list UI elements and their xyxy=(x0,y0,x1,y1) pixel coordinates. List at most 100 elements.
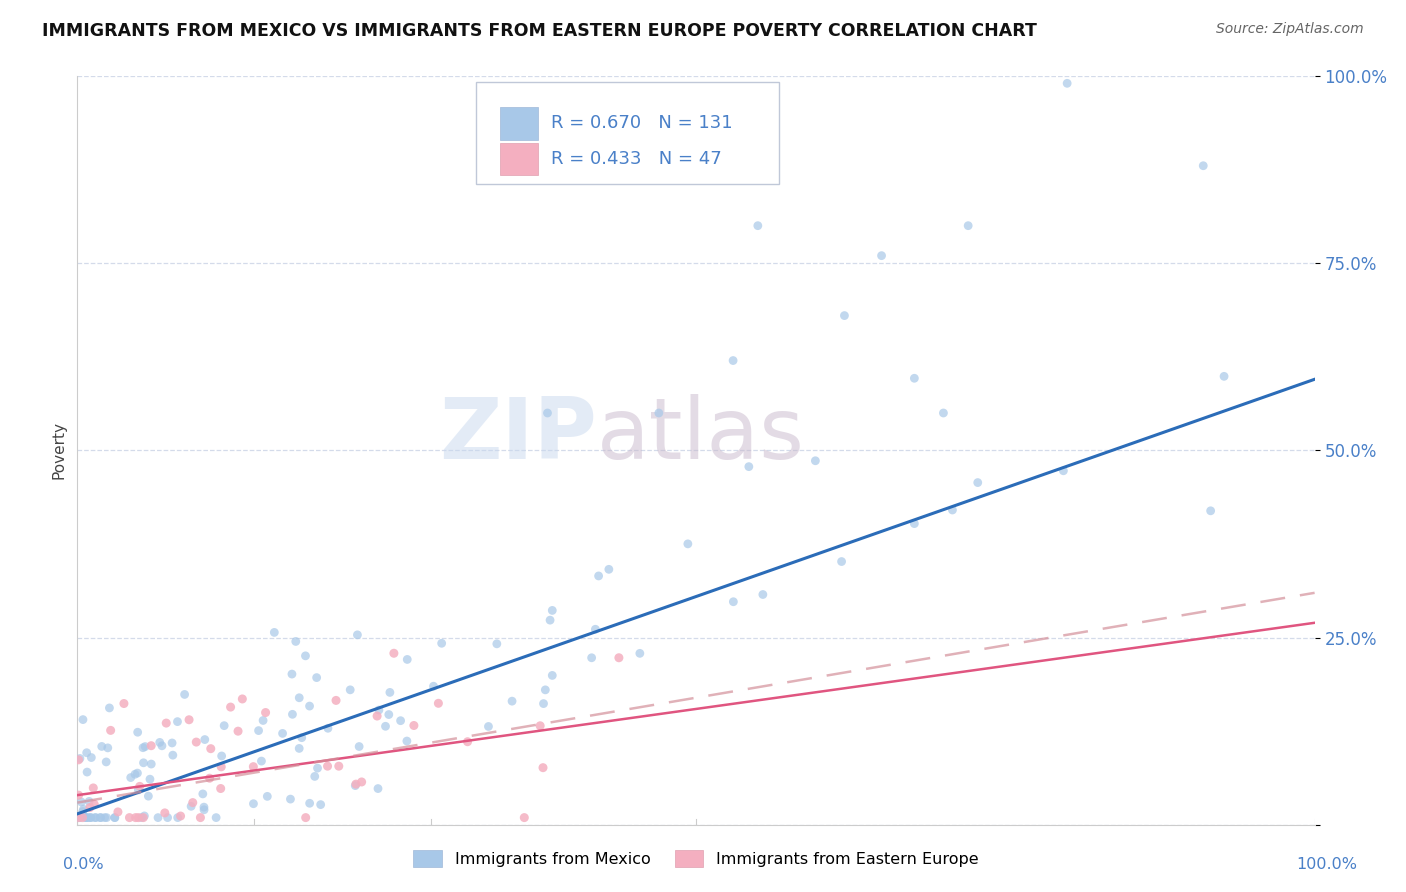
Point xyxy=(169,809,191,823)
Point xyxy=(181,796,204,810)
Point xyxy=(350,775,373,789)
Point xyxy=(177,713,200,727)
Point xyxy=(153,805,176,820)
Point xyxy=(120,771,142,785)
Point xyxy=(242,759,264,773)
Point xyxy=(294,811,316,825)
Point xyxy=(396,652,419,666)
Point xyxy=(156,811,179,825)
Point xyxy=(309,797,332,812)
Point xyxy=(84,811,107,825)
FancyBboxPatch shape xyxy=(501,106,537,139)
Point xyxy=(77,811,100,825)
Point xyxy=(194,732,217,747)
Point xyxy=(378,707,401,722)
Point xyxy=(291,731,314,745)
Point xyxy=(513,811,536,825)
Point xyxy=(402,718,425,732)
Point xyxy=(541,603,564,617)
Point xyxy=(70,795,93,809)
Legend: Immigrants from Mexico, Immigrants from Eastern Europe: Immigrants from Mexico, Immigrants from … xyxy=(406,843,986,873)
Point xyxy=(67,753,90,767)
Point xyxy=(378,685,401,699)
Point xyxy=(127,783,149,797)
Point xyxy=(307,761,329,775)
Point xyxy=(166,811,188,825)
Point xyxy=(738,459,761,474)
Point xyxy=(75,811,97,825)
Point xyxy=(280,792,302,806)
Point xyxy=(72,805,94,819)
Point xyxy=(430,636,453,650)
Point xyxy=(374,719,396,733)
Point xyxy=(97,740,120,755)
Text: R = 0.433   N = 47: R = 0.433 N = 47 xyxy=(551,150,721,168)
Point xyxy=(127,811,149,825)
Point xyxy=(648,406,671,420)
Text: Source: ZipAtlas.com: Source: ZipAtlas.com xyxy=(1216,22,1364,37)
Point xyxy=(344,779,367,793)
Point xyxy=(173,688,195,702)
Point xyxy=(112,697,135,711)
Point xyxy=(198,771,221,785)
Point xyxy=(212,719,235,733)
Point xyxy=(1199,504,1222,518)
Point xyxy=(193,803,215,817)
Point xyxy=(284,634,307,648)
Point xyxy=(100,723,122,738)
Point xyxy=(190,811,212,825)
Point xyxy=(347,739,370,754)
Point xyxy=(1056,76,1078,90)
Text: IMMIGRANTS FROM MEXICO VS IMMIGRANTS FROM EASTERN EUROPE POVERTY CORRELATION CHA: IMMIGRANTS FROM MEXICO VS IMMIGRANTS FRO… xyxy=(42,22,1038,40)
Point xyxy=(69,751,91,765)
Point xyxy=(747,219,769,233)
Text: ZIP: ZIP xyxy=(439,394,598,477)
Point xyxy=(141,739,163,753)
Point xyxy=(69,811,91,825)
Point xyxy=(541,668,564,682)
Point xyxy=(903,371,925,385)
Point xyxy=(76,811,98,825)
Point xyxy=(298,797,321,811)
Point xyxy=(77,794,100,808)
Point xyxy=(180,799,202,814)
Point xyxy=(162,748,184,763)
Point xyxy=(316,759,339,773)
Point xyxy=(89,811,111,825)
Point xyxy=(79,800,101,814)
Point xyxy=(598,562,620,576)
Point xyxy=(96,811,118,825)
Point xyxy=(389,714,412,728)
Point xyxy=(957,219,980,233)
Point xyxy=(831,555,853,569)
Point xyxy=(607,650,630,665)
Point xyxy=(271,726,294,740)
Point xyxy=(1052,464,1074,478)
Point xyxy=(628,646,651,660)
Point xyxy=(263,625,285,640)
Point xyxy=(141,757,163,772)
Point xyxy=(501,694,523,708)
Point xyxy=(531,761,554,775)
Point xyxy=(231,692,253,706)
Point xyxy=(804,454,827,468)
Point xyxy=(316,721,339,735)
Point xyxy=(67,811,90,825)
Point xyxy=(966,475,988,490)
Point xyxy=(427,696,450,710)
Point xyxy=(903,516,925,531)
Point xyxy=(155,716,177,731)
Point xyxy=(344,777,367,791)
Point xyxy=(536,406,558,420)
Point xyxy=(305,671,328,685)
Point xyxy=(721,353,744,368)
Point xyxy=(477,719,499,733)
Point xyxy=(1213,369,1236,384)
Point xyxy=(205,811,228,825)
Point xyxy=(134,739,156,754)
Point xyxy=(127,725,149,739)
Point xyxy=(132,811,155,825)
Point xyxy=(83,797,105,812)
Point xyxy=(131,811,153,825)
Point xyxy=(422,679,444,693)
